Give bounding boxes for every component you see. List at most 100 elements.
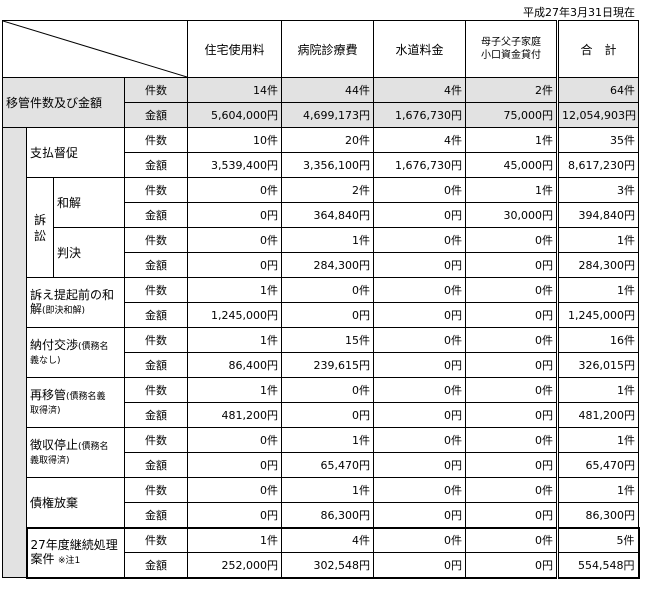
as-of-date: 平成27年3月31日現在 [523, 6, 635, 19]
cell: 14件 [187, 77, 282, 103]
group-label-collection-suspension: 徴収停止(債務名 義取得済) [26, 427, 125, 478]
cell-total: 1件 [556, 227, 639, 253]
cell: 0件 [373, 327, 466, 353]
row-label-amount: 金額 [124, 452, 188, 478]
cell: 1,676,730円 [373, 102, 466, 128]
group-label-settlement: 和解 [53, 177, 125, 228]
negotiation-label-line1: 納付交渉(債務名 [30, 338, 121, 354]
header-single-parent-line1: 母子父子家庭 [481, 37, 541, 48]
cell: 0円 [373, 402, 466, 428]
cell-total: 35件 [556, 127, 639, 153]
cell: 44件 [281, 77, 374, 103]
table-row: 移管件数及び金額 件数 14件 44件 4件 2件 64件 [2, 77, 639, 128]
cell: 302,548円 [281, 552, 374, 579]
cell: 5,604,000円 [187, 102, 282, 128]
cell: 0件 [281, 377, 374, 403]
cell: 0円 [281, 402, 374, 428]
negotiation-label-sub2: 義なし) [30, 355, 61, 366]
cell: 0円 [465, 352, 558, 378]
cell: 0件 [465, 526, 558, 553]
continuing-label-note: ※注1 [58, 555, 81, 566]
cell: 0円 [373, 202, 466, 228]
cell-total: 326,015円 [556, 352, 639, 378]
cell: 0円 [373, 252, 466, 278]
cell: 1件 [187, 327, 282, 353]
re-transfer-label-main: 再移管 [30, 387, 67, 402]
cell: 1件 [187, 277, 282, 303]
table-row: 金額 5,604,000円 4,699,173円 1,676,730円 75,0… [3, 102, 639, 128]
table-row: 金額 0円 364,840円 0円 30,000円 394,840円 [3, 202, 639, 228]
cell-total: 8,617,230円 [556, 152, 639, 178]
re-transfer-label-sub1: (債務名義 [66, 391, 106, 402]
cell: 0円 [281, 302, 374, 328]
table-row: 訴え提起前の和 解(即決和解) 件数 1件 0件 0件 0件 1件 [3, 277, 639, 328]
table-row: 金額 481,200円 0円 0円 0円 481,200円 [3, 402, 639, 428]
cell: 86,400円 [187, 352, 282, 378]
table-row: 判決 件数 0件 1件 0件 0件 1件 [3, 227, 639, 278]
row-label-amount: 金額 [124, 202, 188, 228]
group-label-transfer: 移管件数及び金額 [2, 77, 125, 128]
cell: 0件 [465, 327, 558, 353]
row-label-count: 件数 [124, 526, 188, 553]
table-row: 27年度継続処理 案件 ※注1 件数 1件 4件 0件 0件 5件 [3, 526, 640, 579]
header-hospital-fees: 病院診療費 [281, 20, 374, 78]
cell: 0円 [373, 352, 466, 378]
cell-total: 65,470円 [556, 452, 639, 478]
table-row: 徴収停止(債務名 義取得済) 件数 0件 1件 0件 0件 1件 [3, 427, 639, 478]
cell: 252,000円 [187, 552, 282, 579]
cell-total: 86,300円 [556, 502, 639, 528]
row-label-amount: 金額 [124, 152, 188, 178]
row-label-amount: 金額 [124, 352, 188, 378]
cell: 0円 [465, 552, 558, 579]
cell: 20件 [281, 127, 374, 153]
cell: 2件 [465, 77, 558, 103]
cell: 0円 [465, 502, 558, 528]
cell: 0円 [465, 402, 558, 428]
row-label-count: 件数 [124, 127, 188, 153]
row-label-amount: 金額 [124, 402, 188, 428]
cell: 0件 [187, 227, 282, 253]
pre-suit-label-main: 訴え提起前の和 [30, 287, 115, 302]
table-row: 金額 3,539,400円 3,356,100円 1,676,730円 45,0… [3, 152, 639, 178]
cell: 0件 [465, 277, 558, 303]
group-label-re-transfer: 再移管(債務名義 取得済) [26, 377, 125, 428]
suspension-label-sub1: (債務名 [78, 441, 109, 452]
cell: 0件 [465, 427, 558, 453]
table-row: 金額 252,000円 302,548円 0円 0円 554,548円 [3, 552, 640, 579]
table-row: 金額 0円 65,470円 0円 0円 65,470円 [3, 452, 639, 478]
left-margin-column [2, 127, 27, 578]
cell: 0件 [373, 477, 466, 503]
cell: 0件 [373, 177, 466, 203]
lawsuit-char-1: 訴 [33, 212, 46, 227]
re-transfer-label-sub2: 取得済) [30, 405, 61, 416]
header-corner [2, 20, 188, 78]
row-label-amount: 金額 [124, 102, 188, 128]
header-row: 住宅使用料 病院診療費 水道料金 母子父子家庭 小口資金貸付 合 計 [2, 20, 639, 78]
lawsuit-char-2: 訟 [33, 228, 46, 243]
table-row: 支払督促 件数 10件 20件 4件 1件 35件 [2, 127, 639, 578]
table-row: 再移管(債務名義 取得済) 件数 1件 0件 0件 0件 1件 [3, 377, 639, 428]
cell: 0件 [187, 177, 282, 203]
cell: 4,699,173円 [281, 102, 374, 128]
cell: 0円 [465, 452, 558, 478]
cell: 0件 [465, 227, 558, 253]
cell: 45,000円 [465, 152, 558, 178]
cell: 1件 [465, 177, 558, 203]
group-label-claim-waiver: 債権放棄 [26, 477, 125, 528]
row-label-count: 件数 [124, 77, 188, 103]
table-row: 金額 1,245,000円 0円 0円 0円 1,245,000円 [3, 302, 639, 328]
cell: 1件 [187, 377, 282, 403]
cell: 65,470円 [281, 452, 374, 478]
cell-total: 16件 [556, 327, 639, 353]
cell: 3,539,400円 [187, 152, 282, 178]
group-label-judgment: 判決 [53, 227, 125, 278]
cell: 4件 [373, 77, 466, 103]
cell-total: 554,548円 [556, 552, 640, 579]
cell: 481,200円 [187, 402, 282, 428]
row-label-amount: 金額 [124, 252, 188, 278]
row-label-amount: 金額 [124, 552, 188, 579]
cell: 1件 [281, 427, 374, 453]
suspension-label-sub2: 義取得済) [30, 455, 70, 466]
cell: 0件 [373, 277, 466, 303]
row-label-count: 件数 [124, 177, 188, 203]
